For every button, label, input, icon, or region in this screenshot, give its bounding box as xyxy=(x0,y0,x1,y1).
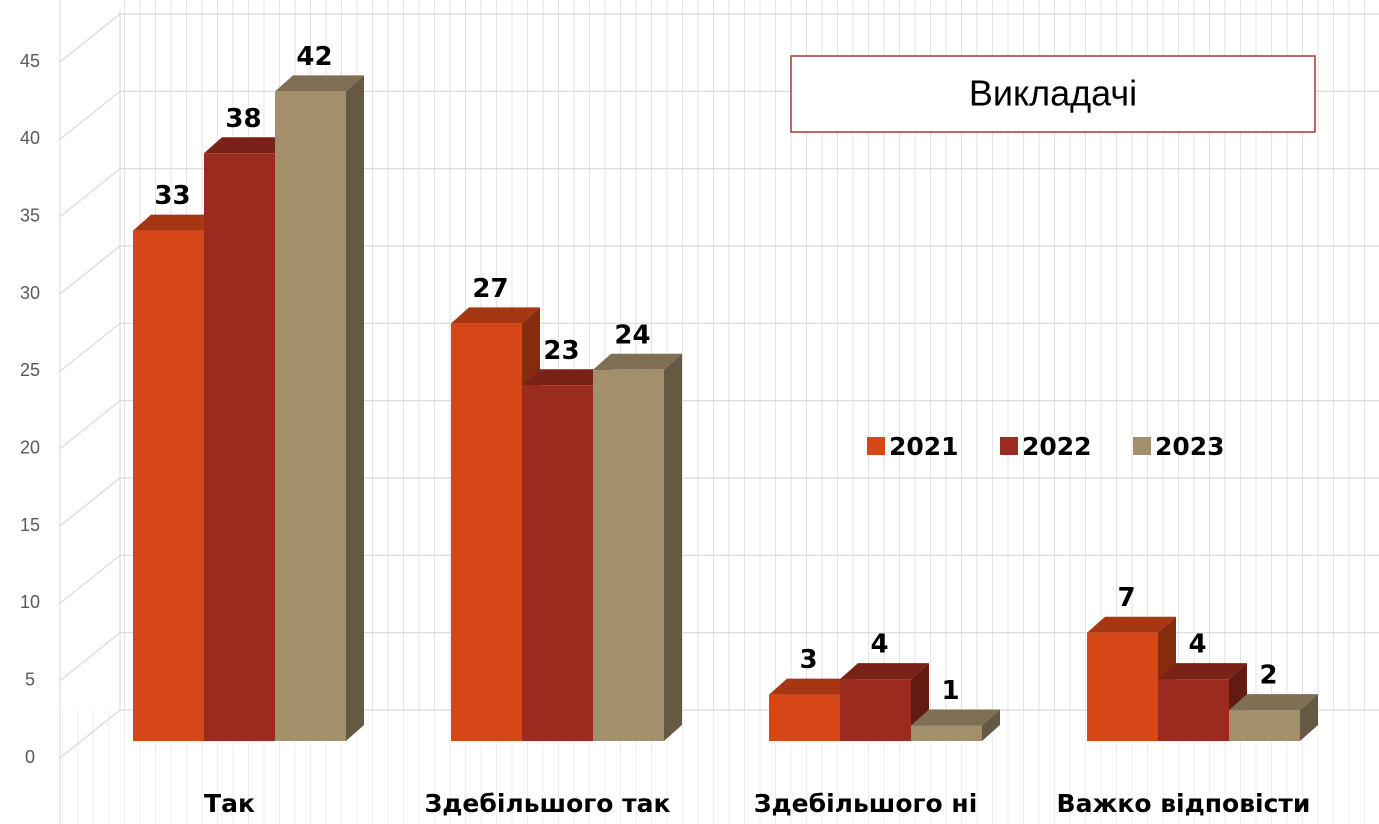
y-tick-label: 45 xyxy=(20,51,40,71)
bar-top xyxy=(593,353,682,370)
x-tick-label: Здебільшого ні xyxy=(754,789,978,818)
legend-swatch xyxy=(867,437,885,455)
bar-front xyxy=(769,694,840,741)
bar-top xyxy=(204,137,293,154)
bar-front xyxy=(1158,679,1229,741)
y-tick-label: 25 xyxy=(20,360,40,380)
bar xyxy=(593,353,682,741)
bar-front xyxy=(593,369,664,741)
bar-top xyxy=(911,709,1000,726)
bar-front xyxy=(840,679,911,741)
value-label: 4 xyxy=(870,630,888,660)
bar xyxy=(1229,694,1318,741)
legend-label: 2023 xyxy=(1155,432,1225,461)
bar-top xyxy=(769,678,858,695)
y-tick-label: 0 xyxy=(25,747,35,767)
value-label: 23 xyxy=(543,336,579,366)
bar-front xyxy=(1229,710,1300,741)
y-tick-label: 20 xyxy=(20,437,40,457)
legend-swatch xyxy=(1133,437,1151,455)
bar-top xyxy=(275,75,364,92)
bar-front xyxy=(204,153,275,741)
title-box xyxy=(790,55,1316,133)
bar-side xyxy=(346,75,364,741)
bar-front xyxy=(1087,632,1158,741)
bar-top xyxy=(522,369,611,386)
bar-side xyxy=(664,353,682,741)
legend-label: 2021 xyxy=(889,432,959,461)
x-tick-label: Здебільшого так xyxy=(424,789,670,818)
bar-top xyxy=(840,663,929,680)
value-label: 4 xyxy=(1188,630,1206,660)
bar xyxy=(911,709,1000,741)
grid xyxy=(59,0,1379,824)
x-tick-label: Важко відповісти xyxy=(1057,789,1311,818)
legend-swatch xyxy=(1000,437,1018,455)
bar-side xyxy=(982,709,1000,741)
value-label: 24 xyxy=(614,320,650,350)
bar-front xyxy=(522,385,593,741)
value-label: 38 xyxy=(225,104,261,134)
bar-top xyxy=(1229,694,1318,711)
chart-title: Викладачі xyxy=(969,73,1137,114)
value-label: 27 xyxy=(472,274,508,304)
bars xyxy=(133,75,1318,742)
bar xyxy=(275,75,364,741)
y-tick-label: 30 xyxy=(20,283,40,303)
bar-top xyxy=(133,214,222,231)
x-tick-label: Так xyxy=(204,789,255,818)
bar-side xyxy=(1300,694,1318,741)
value-label: 3 xyxy=(799,645,817,675)
bar-front xyxy=(451,323,522,741)
y-tick-label: 35 xyxy=(20,205,40,225)
bar-front xyxy=(911,725,982,741)
bar-front xyxy=(275,91,346,741)
y-tick-label: 5 xyxy=(25,669,35,689)
bar-front xyxy=(133,230,204,741)
bar-top xyxy=(1087,616,1176,633)
y-tick-label: 15 xyxy=(20,515,40,535)
value-label: 42 xyxy=(296,42,332,72)
y-tick-label: 10 xyxy=(20,592,40,612)
bar xyxy=(1158,663,1247,741)
legend-label: 2022 xyxy=(1022,432,1092,461)
y-tick-label: 40 xyxy=(20,128,40,148)
value-label: 33 xyxy=(154,181,190,211)
bar-top xyxy=(451,307,540,324)
value-label: 2 xyxy=(1259,661,1277,691)
value-label: 7 xyxy=(1117,583,1135,613)
bar-top xyxy=(1158,663,1247,680)
value-label: 1 xyxy=(941,676,959,706)
